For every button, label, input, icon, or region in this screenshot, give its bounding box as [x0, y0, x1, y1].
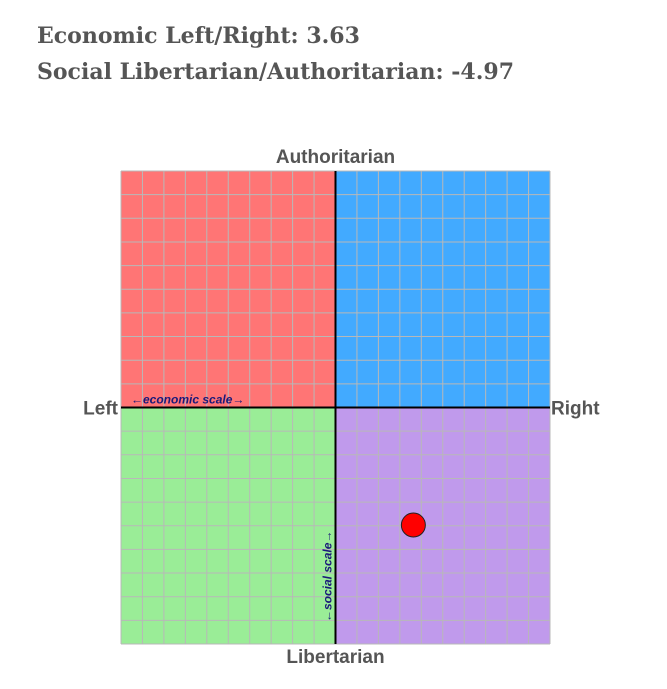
axis-label-left: Left: [83, 399, 119, 420]
axis-label-libertarian: Libertarian: [286, 647, 384, 668]
economic-score-label: Economic Left/Right:: [37, 23, 299, 49]
axis-label-authoritarian: Authoritarian: [276, 147, 395, 168]
economic-score-value: 3.63: [306, 23, 360, 49]
social-scale-label: ←social scale→: [321, 531, 335, 622]
economic-scale-label: ←economic scale→: [131, 393, 244, 407]
scores-panel: Economic Left/Right: 3.63 Social Liberta…: [37, 18, 514, 90]
social-score-label: Social Libertarian/Authoritarian:: [37, 59, 444, 85]
axis-label-right: Right: [551, 399, 600, 420]
social-score-row: Social Libertarian/Authoritarian: -4.97: [37, 54, 514, 90]
user-position-point: [400, 512, 426, 538]
social-score-value: -4.97: [451, 59, 515, 85]
economic-score-row: Economic Left/Right: 3.63: [37, 18, 514, 54]
